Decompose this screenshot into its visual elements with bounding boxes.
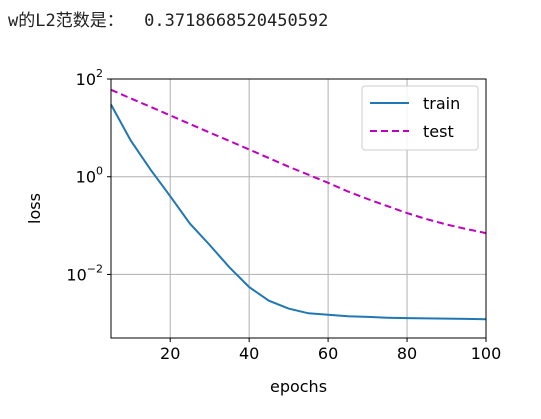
train-line [110, 104, 487, 321]
legend-label-train: train [423, 94, 460, 113]
axis-ticks: 20 40 60 80 100 102 100 10−2 [66, 67, 501, 363]
x-axis-label: epochs [270, 377, 327, 396]
y-tick-label: 102 [76, 67, 103, 89]
legend-box [361, 85, 479, 151]
series-lines [110, 88, 487, 321]
test-line [110, 88, 487, 235]
x-tick-label: 20 [160, 344, 180, 363]
x-tick-label: 100 [471, 344, 502, 363]
plot-frame [110, 78, 487, 339]
y-tick-label: 100 [76, 165, 103, 187]
legend-label-test: test [423, 122, 454, 141]
output-text: w的L2范数是： 0.3718668520450592 [8, 11, 329, 31]
x-tick-label: 60 [318, 344, 338, 363]
y-tick-label: 10−2 [66, 262, 103, 284]
x-tick-label: 40 [239, 344, 259, 363]
y-axis-label: loss [25, 193, 44, 224]
legend: train test [361, 85, 479, 151]
x-tick-label: 80 [397, 344, 417, 363]
